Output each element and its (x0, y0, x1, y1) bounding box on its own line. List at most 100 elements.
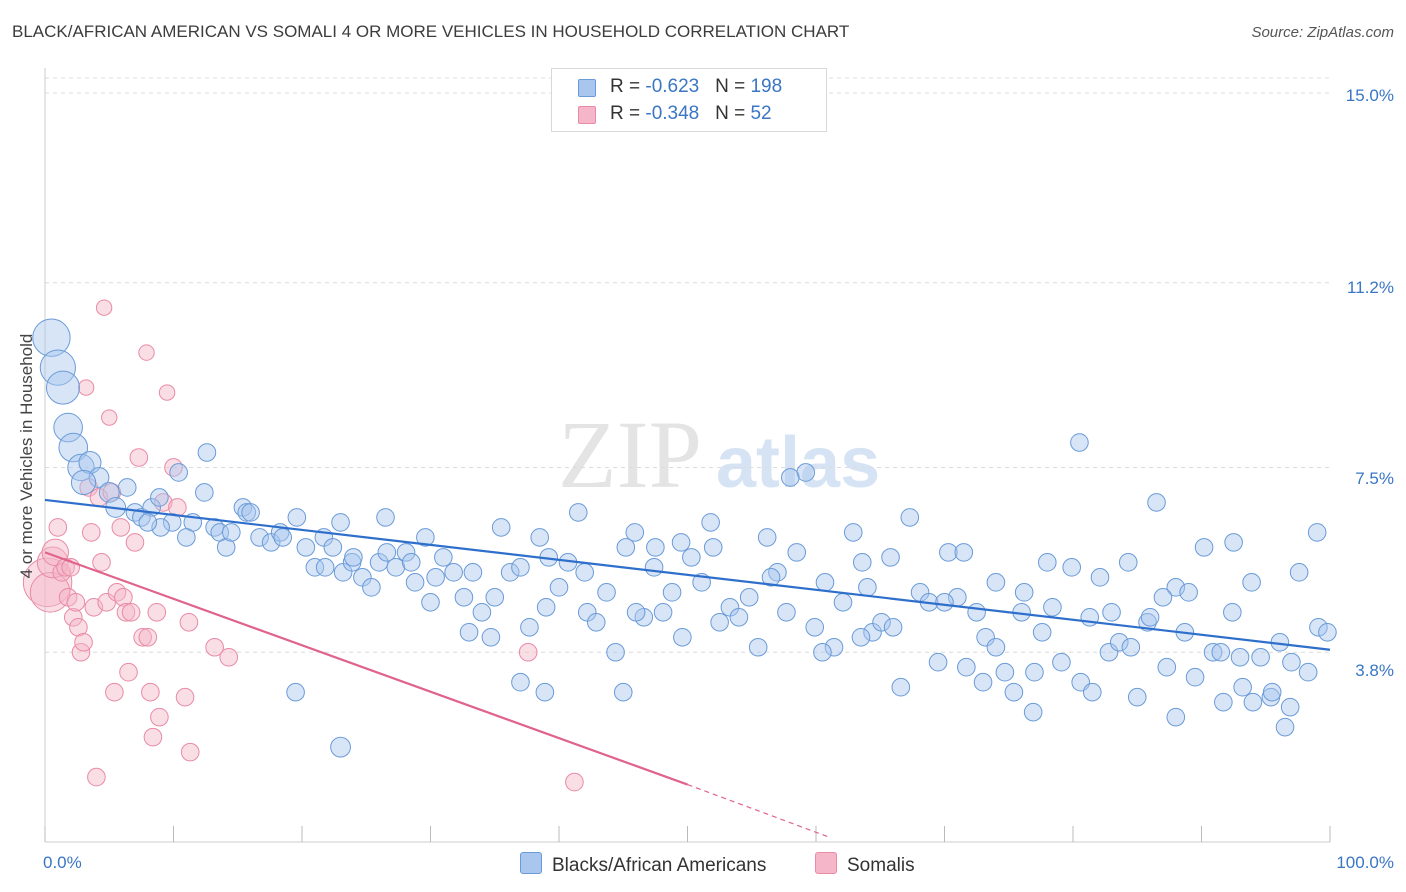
black-point (805, 617, 825, 637)
black-point (434, 548, 453, 567)
blacks-trendline (44, 498, 1331, 651)
black-point (520, 617, 539, 637)
black-point (1223, 602, 1242, 622)
black-point (132, 508, 151, 527)
black-point (344, 548, 363, 567)
y-tick-label: 7.5% (1355, 469, 1394, 488)
black-point (939, 543, 958, 562)
black-point (362, 578, 381, 597)
black-point (1309, 617, 1328, 637)
legend-item-blacks[interactable]: Blacks/African Americans (520, 852, 766, 877)
black-point (781, 468, 800, 487)
somali-point (102, 483, 122, 502)
black-point (575, 563, 595, 582)
black-point (485, 588, 505, 607)
black-point (891, 677, 911, 697)
black-point (222, 523, 241, 542)
stats-row-somalis: R = -0.348 N = 52 (552, 102, 826, 126)
somali-point (52, 563, 72, 582)
black-point (53, 412, 83, 443)
black-point (1121, 637, 1141, 657)
black-point (1140, 607, 1160, 627)
somali-point (518, 642, 538, 662)
r-label: R = (610, 103, 646, 124)
black-point (757, 528, 777, 547)
black-point (405, 573, 425, 592)
somali-point (179, 612, 199, 632)
black-point (88, 467, 110, 488)
black-point (1233, 677, 1252, 697)
legend-label: Blacks/African Americans (552, 855, 767, 876)
n-label: N = (715, 76, 751, 97)
black-point (1185, 667, 1205, 687)
black-point (32, 318, 71, 357)
somali-point (153, 493, 173, 512)
black-point (1082, 682, 1102, 702)
black-point (1307, 523, 1327, 542)
black-point (995, 662, 1015, 682)
black-point (673, 627, 692, 647)
black-point (1004, 682, 1024, 702)
black-point (396, 543, 416, 562)
black-point (606, 642, 625, 662)
black-point (1157, 657, 1177, 677)
somali-point (56, 558, 75, 577)
somali-point (175, 687, 195, 707)
black-point (1282, 652, 1301, 672)
black-point (195, 483, 214, 502)
black-point (597, 583, 616, 602)
black-point (444, 563, 463, 582)
black-point (957, 657, 976, 677)
somali-point (205, 637, 224, 657)
somali-point (29, 572, 71, 613)
black-point (662, 583, 682, 602)
somali-point (116, 602, 136, 622)
x-tick-label: 0.0% (43, 853, 82, 872)
somali-point (219, 647, 239, 667)
black-point (511, 558, 530, 577)
legend-item-somalis[interactable]: Somalis (815, 852, 915, 877)
black-point (1070, 433, 1089, 452)
black-point (169, 463, 188, 482)
black-point (1043, 598, 1062, 617)
black-point (45, 370, 80, 405)
black-point (671, 533, 691, 552)
n-value: 198 (750, 76, 783, 97)
somali-point (114, 588, 133, 607)
black-point (377, 543, 397, 562)
chart-source: Source: ZipAtlas.com (1251, 24, 1394, 41)
black-point (881, 548, 900, 567)
axes (44, 68, 1331, 843)
black-point (117, 478, 137, 497)
black-point (1275, 717, 1295, 737)
black-point (872, 612, 891, 632)
black-point (682, 548, 701, 567)
black-point (1251, 647, 1270, 667)
y-axis-label: 4 or more Vehicles in Household (17, 333, 36, 579)
black-point (536, 598, 556, 617)
black-point (401, 553, 421, 572)
somali-point (565, 772, 584, 792)
black-point (426, 568, 445, 587)
black-point (216, 538, 236, 557)
somali-point (119, 662, 138, 682)
black-point (1243, 692, 1263, 712)
black-point (824, 637, 844, 657)
black-point (616, 538, 636, 557)
somali-point (143, 727, 163, 747)
black-point (613, 682, 633, 702)
black-point (286, 682, 305, 702)
black-point (197, 443, 217, 462)
y-tick-label: 15.0% (1345, 86, 1394, 105)
stats-row-blacks: R = -0.623 N = 198 (552, 75, 826, 99)
black-point (1224, 533, 1243, 552)
black-point (250, 528, 269, 547)
black-point (530, 528, 550, 547)
black-point (843, 523, 863, 542)
somali-point (164, 458, 183, 477)
black-point (177, 528, 196, 547)
somali-point (180, 742, 200, 762)
trendlines (44, 498, 1331, 838)
somali-point (141, 682, 160, 702)
black-point (883, 617, 903, 637)
